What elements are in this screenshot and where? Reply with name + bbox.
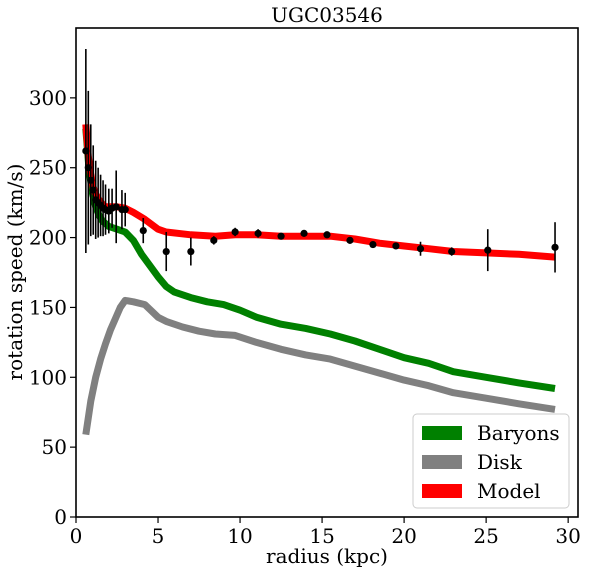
- data-point: [162, 247, 170, 256]
- data-point: [89, 186, 97, 194]
- data-point: [551, 243, 559, 251]
- legend-label-baryons: Baryons: [477, 421, 560, 445]
- data-point: [231, 228, 239, 236]
- axes-frame: [75, 27, 579, 518]
- y-tick-label: 0: [54, 505, 67, 529]
- disk-curve: [82, 296, 556, 436]
- data-point: [210, 236, 218, 244]
- observed-data-points: [82, 48, 559, 273]
- y-axis-label: rotation speed (km/s): [3, 164, 27, 381]
- x-tick-label: 5: [152, 524, 165, 548]
- x-tick-label: 30: [555, 524, 580, 548]
- x-tick-label: 0: [70, 524, 83, 548]
- chart-title: UGC03546: [271, 3, 383, 27]
- data-point: [139, 226, 147, 235]
- data-point: [300, 229, 308, 237]
- data-point: [82, 147, 90, 155]
- y-tick-label: 250: [29, 156, 67, 180]
- data-point: [87, 176, 95, 184]
- data-point: [346, 236, 354, 244]
- x-tick-label: 20: [391, 524, 416, 548]
- data-point: [277, 232, 285, 240]
- legend-label-model: Model: [477, 479, 541, 503]
- data-point: [484, 246, 492, 254]
- x-tick-label: 15: [309, 524, 334, 548]
- legend-swatch-model: [422, 484, 462, 498]
- x-axis-label: radius (kpc): [266, 544, 388, 568]
- x-tick-label: 25: [473, 524, 498, 548]
- legend-label-disk: Disk: [477, 450, 523, 474]
- y-tick-label: 300: [29, 86, 67, 110]
- data-point: [323, 231, 331, 239]
- legend: Baryons Disk Model: [412, 413, 570, 509]
- y-tick-label: 200: [29, 226, 67, 250]
- y-tick-label: 150: [29, 295, 67, 319]
- data-point: [369, 240, 377, 249]
- y-tick-label: 100: [29, 365, 67, 389]
- legend-swatch-disk: [422, 455, 462, 469]
- data-point: [84, 164, 92, 172]
- y-tick-label: 50: [42, 435, 67, 459]
- data-point: [187, 247, 195, 256]
- baryons-curve: [82, 128, 556, 392]
- legend-swatch-baryons: [422, 426, 462, 440]
- data-point: [392, 242, 400, 250]
- x-tick-label: 10: [227, 524, 252, 548]
- data-point: [416, 245, 425, 253]
- data-point: [112, 203, 120, 211]
- data-point: [448, 247, 456, 256]
- data-point: [121, 206, 129, 214]
- data-point: [254, 229, 262, 237]
